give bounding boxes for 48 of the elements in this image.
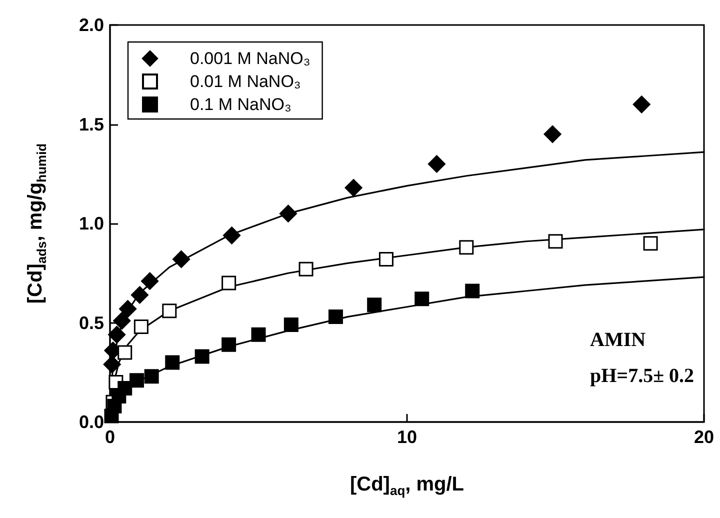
- point: [328, 310, 343, 324]
- point: [428, 155, 446, 173]
- x-tick-label: 10: [396, 427, 418, 447]
- point: [298, 262, 314, 276]
- point: [134, 319, 148, 334]
- point: [222, 337, 236, 352]
- point: [251, 327, 266, 342]
- legend-label: 0.01 M NaNO₃: [190, 72, 301, 91]
- y-tick-label: 0.0: [78, 412, 104, 432]
- annotation: AMIN: [590, 329, 646, 351]
- legend-label: 0.001 M NaNO₃: [190, 49, 310, 68]
- x-tick-label: 20: [694, 427, 714, 447]
- point: [119, 300, 137, 318]
- point: [130, 286, 148, 304]
- annotation: pH=7.5± 0.2: [590, 365, 694, 387]
- point: [378, 252, 394, 266]
- point: [548, 234, 563, 249]
- y-tick-label: 1.5: [78, 114, 104, 134]
- point: [141, 272, 159, 290]
- point: [162, 304, 177, 318]
- point: [279, 204, 297, 222]
- point: [284, 317, 298, 332]
- point: [118, 381, 132, 396]
- point: [108, 326, 126, 344]
- point: [113, 312, 131, 330]
- point: [414, 292, 430, 306]
- point: [172, 250, 190, 268]
- point: [118, 345, 132, 360]
- point: [367, 298, 382, 312]
- y-tick-label: 0.5: [78, 312, 104, 333]
- y-tick-label: 2.0: [78, 15, 104, 35]
- point: [632, 96, 650, 114]
- point: [344, 179, 362, 197]
- point: [223, 226, 241, 244]
- point: [459, 240, 474, 255]
- y-tick-label: 1.0: [78, 214, 104, 234]
- point: [103, 356, 121, 374]
- y-axis-title: [Cd]ads, mg/ghumid: [24, 143, 49, 304]
- x-tick-label: 0: [104, 427, 116, 447]
- point: [465, 284, 480, 298]
- point: [544, 125, 562, 143]
- point: [165, 355, 180, 370]
- point: [194, 349, 210, 364]
- point: [129, 373, 144, 388]
- point: [144, 369, 159, 384]
- point: [643, 236, 658, 251]
- point: [222, 276, 236, 290]
- legend-label: 0.1 M NaNO₃: [190, 95, 292, 114]
